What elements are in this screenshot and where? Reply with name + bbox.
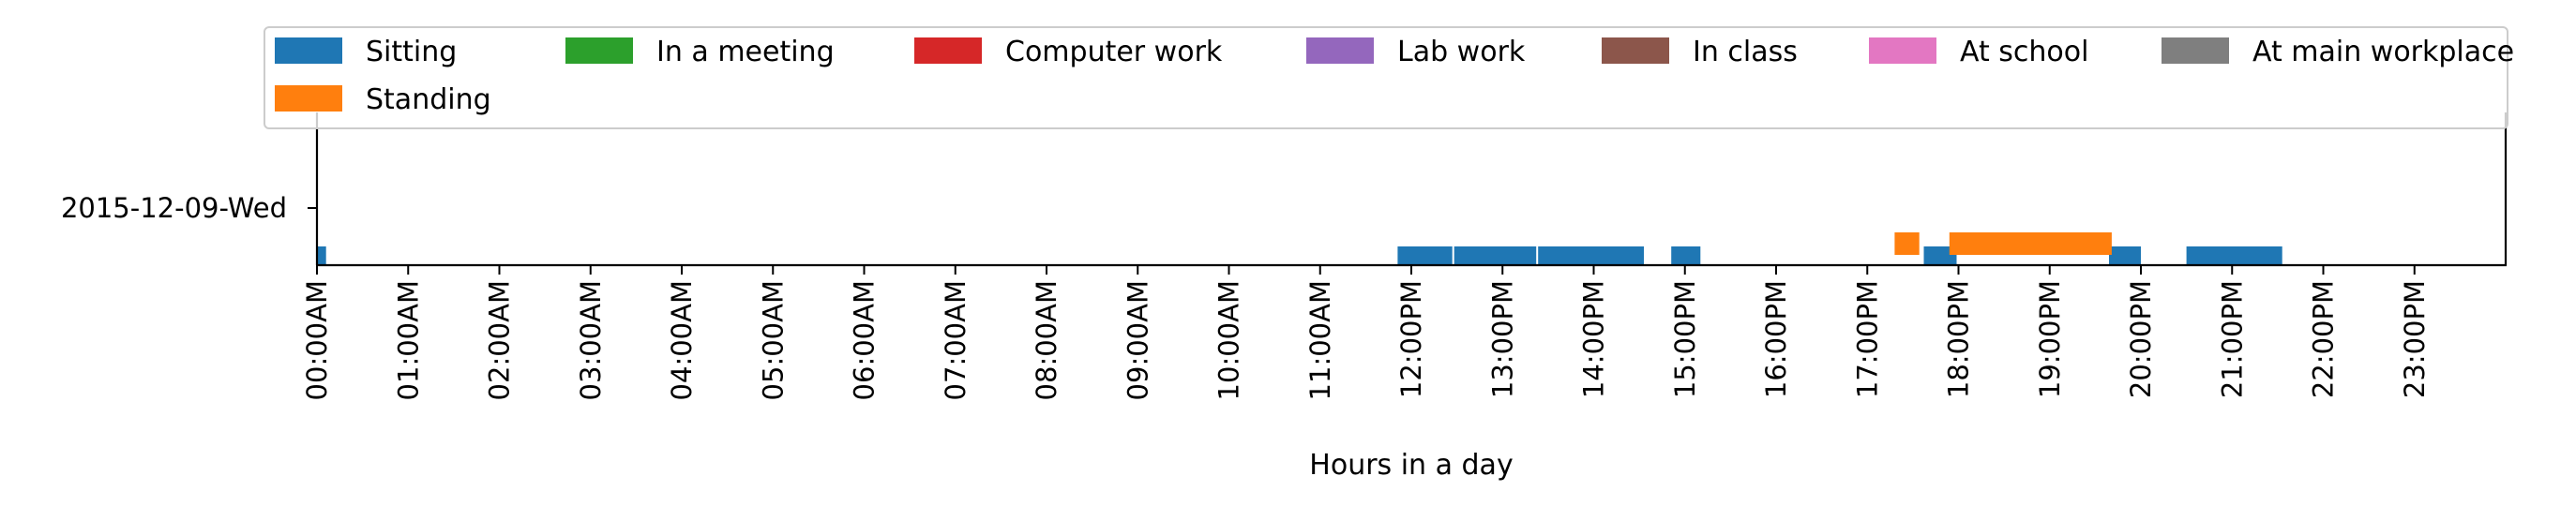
legend-swatch [1306,37,1374,64]
legend-swatch [565,37,633,64]
x-tick-label: 19:00PM [2034,280,2066,398]
x-tick-label: 12:00PM [1395,280,1427,398]
legend-swatch [2162,37,2229,64]
legend-label: Computer work [1005,36,1223,68]
y-axis: 2015-12-09-Wed [61,192,317,224]
legend-label: In a meeting [656,36,835,68]
x-tick-label: 22:00PM [2308,280,2340,398]
x-tick-label: 23:00PM [2399,280,2431,398]
legend: Sitting In a meeting Computer work Lab work… [264,26,2514,129]
x-axis-ticks: 00:00AM 01:00AM 02:00AM 03:00AM 04:00AM 05:00… [301,265,2431,400]
x-tick-label: 13:00PM [1486,280,1518,398]
x-tick-label: 10:00AM [1213,280,1245,400]
x-tick-label: 07:00AM [940,280,972,400]
legend-swatch [275,37,342,64]
x-tick-label: 14:00PM [1578,280,1610,398]
bar-sitting-7 [2186,246,2282,265]
legend-label: In class [1693,36,1798,68]
bar-sitting-2 [1454,246,1537,265]
legend-swatch [1602,37,1669,64]
x-tick-label: 00:00AM [301,280,333,400]
axes-frame [315,112,2508,267]
legend-label: At school [1960,36,2088,68]
x-tick-label: 11:00AM [1304,280,1336,400]
x-tick-label: 18:00PM [1943,280,1975,398]
bar-standing-1 [1949,232,2112,255]
legend-label: Standing [366,83,491,116]
bar-sitting-0 [317,246,326,265]
x-tick-label: 05:00AM [757,280,789,400]
bar-sitting-4 [1671,246,1701,265]
x-tick-label: 16:00PM [1760,280,1792,398]
legend-swatch [1869,37,1936,64]
x-tick-label: 04:00AM [666,280,698,400]
x-tick-label: 17:00PM [1851,280,1883,398]
x-tick-label: 01:00AM [392,280,424,400]
x-tick-label: 09:00AM [1122,280,1153,400]
x-tick-label: 03:00AM [575,280,607,400]
bar-sitting-3 [1538,246,1644,265]
bar-standing-0 [1894,232,1920,255]
legend-label: At main workplace [2252,36,2514,68]
legend-swatch [275,85,342,112]
legend-frame [264,26,2508,129]
x-tick-label: 06:00AM [849,280,881,400]
x-tick-label: 02:00AM [484,280,516,400]
x-tick-label: 21:00PM [2216,280,2248,398]
x-tick-label: 08:00AM [1031,280,1062,400]
x-tick-label: 15:00PM [1669,280,1701,398]
x-axis-label: Hours in a day [1309,449,1513,482]
legend-label: Lab work [1397,36,1526,68]
legend-label: Sitting [366,36,457,68]
bars-layer [317,232,2282,265]
bar-sitting-5 [1923,246,1957,265]
legend-swatch [914,37,982,64]
bar-sitting-6 [2109,246,2141,265]
bar-sitting-1 [1397,246,1453,265]
x-tick-label: 20:00PM [2125,280,2157,398]
y-tick-label: 2015-12-09-Wed [61,192,287,224]
